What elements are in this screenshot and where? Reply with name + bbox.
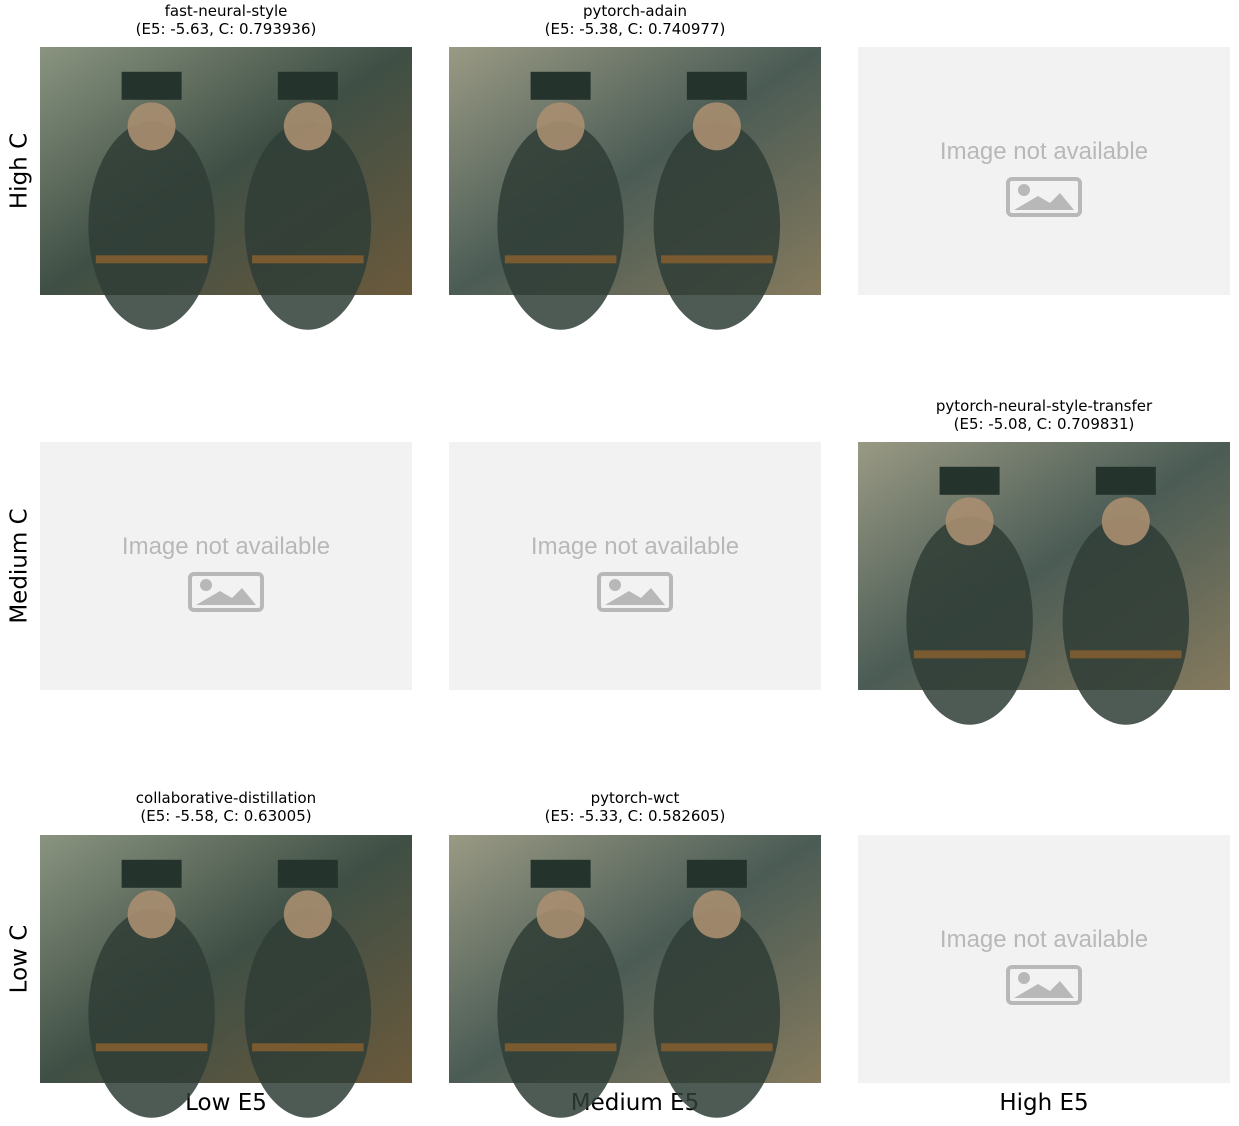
placeholder-bg <box>858 835 1230 1083</box>
figure-hat <box>121 71 182 100</box>
figure-hat <box>530 71 591 100</box>
image-title: fast-neural-style <box>165 2 288 20</box>
figure-hat <box>277 859 338 888</box>
figure-body <box>1062 516 1190 725</box>
figure-belt <box>661 255 773 264</box>
figure-hat <box>686 859 747 888</box>
image-title: pytorch-adain <box>583 2 687 20</box>
figure-head <box>283 890 332 939</box>
figure-belt <box>504 255 617 264</box>
image-subtitle: (E5: -5.08, C: 0.709831) <box>954 415 1135 433</box>
placeholder-icon-sun <box>1018 184 1030 196</box>
figure-head <box>536 890 585 939</box>
figure-belt <box>95 255 208 264</box>
placeholder-icon <box>188 572 264 612</box>
figure-hat <box>1095 466 1156 495</box>
image-placeholder: Image not available <box>40 442 412 690</box>
figure-head <box>945 497 994 546</box>
stylized-image <box>40 835 412 1118</box>
placeholder-icon-sun <box>609 579 621 591</box>
image-title: collaborative-distillation <box>136 789 316 807</box>
figure-belt <box>252 255 364 264</box>
figure-body <box>244 909 372 1118</box>
placeholder-icon-hill <box>1014 981 1074 998</box>
placeholder-icon-hill <box>1014 193 1074 210</box>
image-placeholder: Image not available <box>858 835 1230 1083</box>
placeholder-icon-hill <box>605 588 665 605</box>
figure-hat <box>277 71 338 100</box>
image-subtitle: (E5: -5.33, C: 0.582605) <box>545 807 726 825</box>
figure-body <box>244 121 372 330</box>
column-label: High E5 <box>999 1090 1088 1116</box>
figure-hat <box>686 71 747 100</box>
figure-body <box>653 121 781 330</box>
placeholder-icon <box>597 572 673 612</box>
stylized-image <box>449 47 821 330</box>
figure-head <box>692 102 741 151</box>
figure-head <box>1101 497 1150 546</box>
stylized-image <box>858 442 1230 725</box>
figure-body <box>497 121 624 330</box>
figure-body <box>906 516 1033 725</box>
figure-body <box>88 909 215 1118</box>
placeholder-text: Image not available <box>531 533 739 560</box>
placeholder-icon-hill <box>196 588 256 605</box>
placeholder-bg <box>858 47 1230 295</box>
column-label: Low E5 <box>185 1090 267 1116</box>
image-title: pytorch-neural-style-transfer <box>936 397 1153 415</box>
row-label: High C <box>7 133 33 209</box>
placeholder-bg <box>40 442 412 690</box>
placeholder-icon-sun <box>1018 972 1030 984</box>
placeholder-text: Image not available <box>940 138 1148 165</box>
figure-body <box>497 909 624 1118</box>
figure-belt <box>504 1043 617 1052</box>
placeholder-icon <box>1006 965 1082 1005</box>
figure-belt <box>913 650 1026 659</box>
figure-hat <box>530 859 591 888</box>
figure-body <box>653 909 781 1118</box>
figure-belt <box>95 1043 208 1052</box>
image-subtitle: (E5: -5.38, C: 0.740977) <box>545 20 726 38</box>
row-label: Medium C <box>7 508 33 623</box>
figure-head <box>536 102 585 151</box>
row-label: Low C <box>7 925 33 994</box>
stylized-image <box>40 47 412 330</box>
figure-belt <box>252 1043 364 1052</box>
image-placeholder: Image not available <box>858 47 1230 295</box>
figure-head <box>127 890 176 939</box>
placeholder-text: Image not available <box>940 926 1148 953</box>
figure-belt <box>661 1043 773 1052</box>
figure-belt <box>1070 650 1182 659</box>
image-subtitle: (E5: -5.58, C: 0.63005) <box>140 807 311 825</box>
image-placeholder: Image not available <box>449 442 821 690</box>
figure-body <box>88 121 215 330</box>
placeholder-text: Image not available <box>122 533 330 560</box>
figure-hat <box>121 859 182 888</box>
figure-head <box>283 102 332 151</box>
figure-head <box>692 890 741 939</box>
figure-head <box>127 102 176 151</box>
image-subtitle: (E5: -5.63, C: 0.793936) <box>136 20 317 38</box>
placeholder-icon <box>1006 177 1082 217</box>
image-title: pytorch-wct <box>591 789 680 807</box>
placeholder-icon-sun <box>200 579 212 591</box>
figure-hat <box>939 466 1000 495</box>
stylized-image <box>449 835 821 1118</box>
placeholder-bg <box>449 442 821 690</box>
